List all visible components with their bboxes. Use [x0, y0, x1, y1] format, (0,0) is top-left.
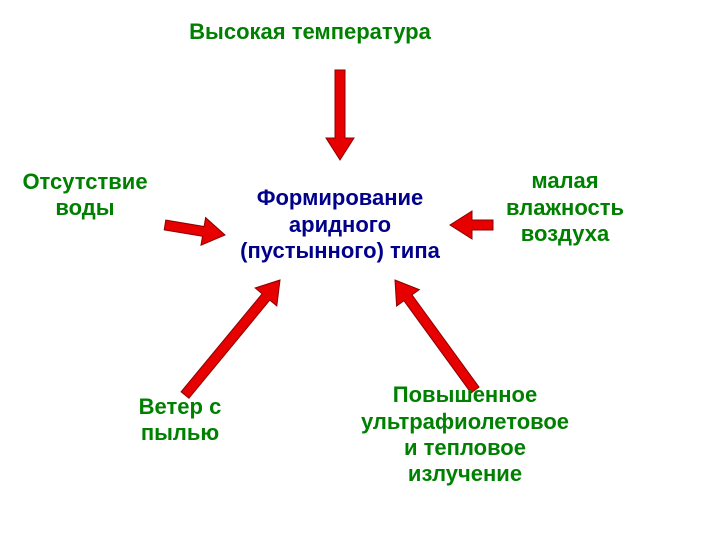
arrow-left: [164, 218, 225, 246]
factor-bl: Ветер с пылью: [100, 394, 260, 447]
arrow-bl: [181, 280, 280, 398]
factor-top: Высокая температура: [150, 19, 470, 45]
center-node: Формирование аридного (пустынного) типа: [220, 185, 460, 264]
arrow-br: [395, 280, 479, 393]
arrow-top: [326, 70, 354, 160]
factor-right: малая влажность воздуха: [490, 168, 640, 247]
factor-br: Повышенное ультрафиолетовое и тепловое и…: [345, 382, 585, 488]
factor-left: Отсутствие воды: [10, 169, 160, 222]
